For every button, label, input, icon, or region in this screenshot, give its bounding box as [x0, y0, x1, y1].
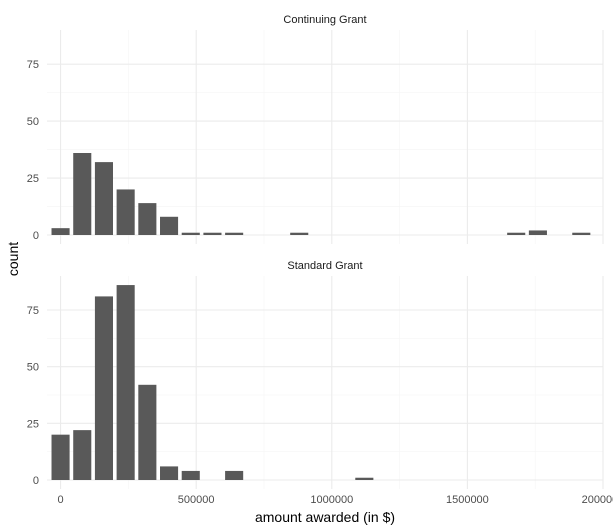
histogram-bar	[94, 162, 113, 235]
histogram-bar	[94, 296, 113, 480]
y-tick-label: 50	[27, 362, 39, 374]
x-tick-label: 1500000	[446, 494, 489, 506]
histogram-bar	[181, 470, 200, 480]
histogram-bar	[116, 189, 135, 235]
histogram-bar	[73, 153, 92, 235]
y-tick-label: 50	[27, 116, 39, 128]
histogram-bar	[528, 230, 547, 235]
y-tick-label: 75	[27, 59, 39, 71]
histogram-bar	[51, 434, 70, 480]
x-tick-label: 500000	[178, 494, 215, 506]
y-tick-label: 0	[33, 230, 39, 242]
histogram-bar	[160, 466, 179, 480]
histogram-bar	[51, 228, 70, 235]
facet-label-0: Continuing Grant	[283, 14, 366, 26]
histogram-bar	[225, 232, 244, 235]
x-tick-label: 2000000	[582, 494, 613, 506]
x-axis-title: amount awarded (in $)	[255, 509, 395, 525]
x-tick-label: 1000000	[310, 494, 353, 506]
histogram-bar	[181, 232, 200, 235]
histogram-bar	[138, 384, 157, 480]
histogram-bar	[290, 232, 309, 235]
histogram-bar	[203, 232, 222, 235]
y-tick-label: 75	[27, 305, 39, 317]
histogram-bar	[572, 232, 591, 235]
histogram-bar	[225, 470, 244, 480]
histogram-bar	[116, 285, 135, 480]
histogram-bar	[507, 232, 526, 235]
facet-label-1: Standard Grant	[287, 260, 362, 272]
histogram-bar	[355, 477, 374, 480]
histogram-bar	[138, 203, 157, 235]
y-tick-label: 0	[33, 475, 39, 487]
x-tick-label: 0	[57, 494, 63, 506]
histogram-bar	[160, 216, 179, 235]
y-tick-label: 25	[27, 418, 39, 430]
y-axis-title: count	[5, 242, 21, 276]
y-tick-label: 25	[27, 173, 39, 185]
histogram-bar	[73, 430, 92, 480]
